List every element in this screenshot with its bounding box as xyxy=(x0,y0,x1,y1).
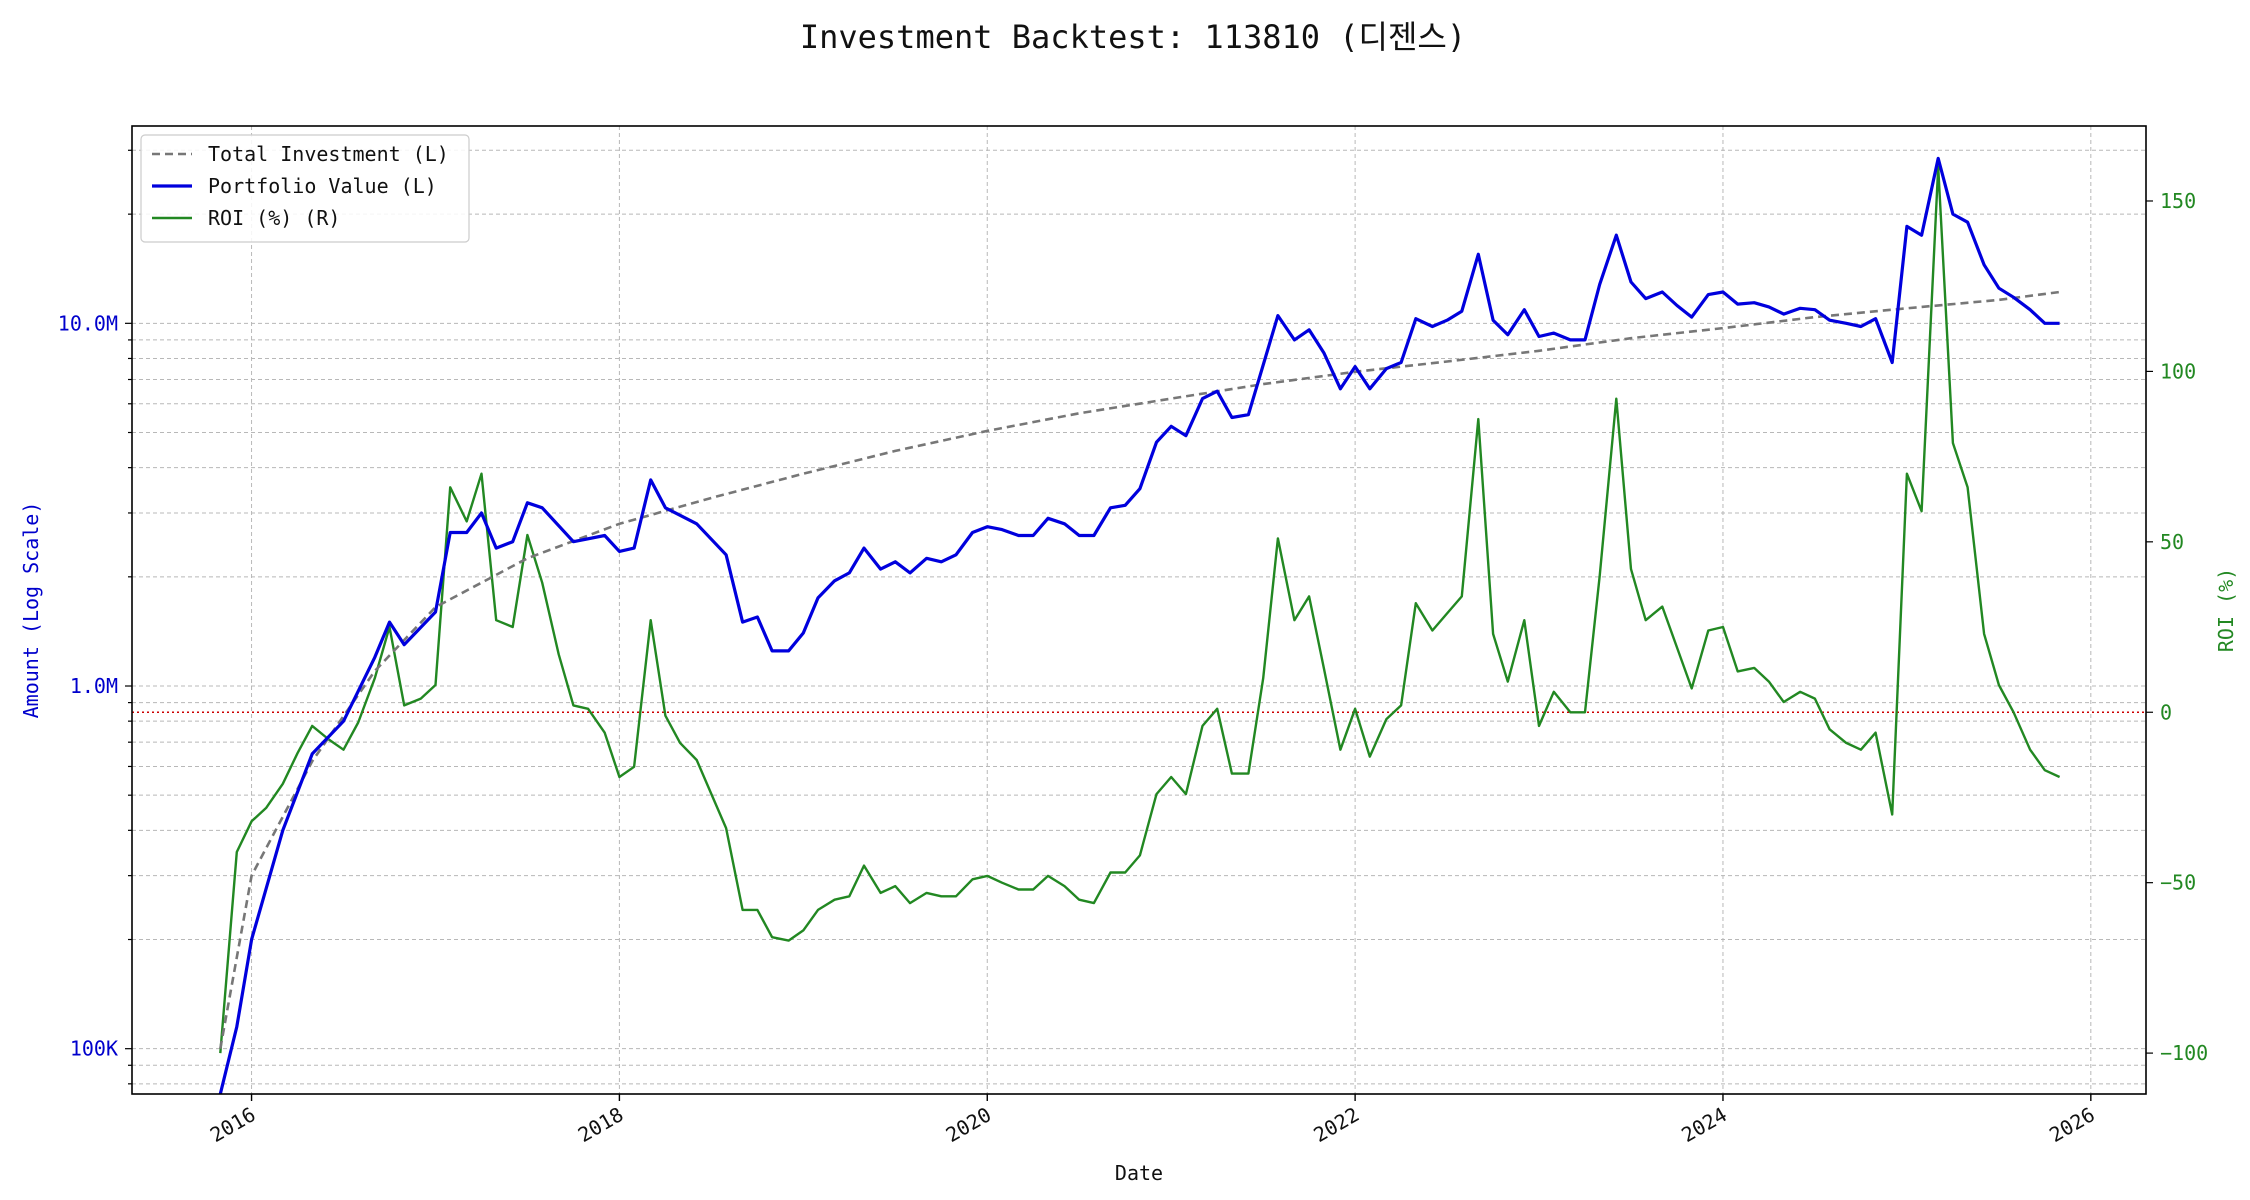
y-left-tick-label: 1.0M xyxy=(70,674,118,698)
roi-line xyxy=(219,165,2061,1054)
y-axis-left-label: Amount (Log Scale) xyxy=(19,502,43,719)
y-right-tick-label: 50 xyxy=(2160,530,2184,554)
y-left-tick-label: 100K xyxy=(70,1037,118,1061)
y-left-tick-label: 10.0M xyxy=(58,311,118,335)
x-axis-label: Date xyxy=(1115,1161,1163,1185)
grid xyxy=(132,126,2146,1094)
legend-label: ROI (%) (R) xyxy=(208,206,340,230)
y-right-tick-label: 100 xyxy=(2160,359,2196,383)
legend-box xyxy=(140,134,470,243)
y-axis-right-label: ROI (%) xyxy=(2214,568,2238,652)
legend: Total Investment (L) Portfolio Value (L) R… xyxy=(140,134,470,243)
series-lines xyxy=(218,156,2061,1094)
legend-label: Portfolio Value (L) xyxy=(208,174,437,198)
plot-area xyxy=(131,125,2147,1095)
portfolio-value-line xyxy=(218,156,2060,1094)
y-right-tick-label: 0 xyxy=(2160,700,2172,724)
legend-label: Total Investment (L) xyxy=(208,142,449,166)
y-right-tick-label: −100 xyxy=(2160,1041,2208,1065)
y-right-tick-label: 150 xyxy=(2160,189,2196,213)
total-investment-line xyxy=(219,290,2060,1049)
chart-title: Investment Backtest: 113810 (디젠스) xyxy=(800,18,1466,56)
y-right-tick-label: −50 xyxy=(2160,871,2196,895)
